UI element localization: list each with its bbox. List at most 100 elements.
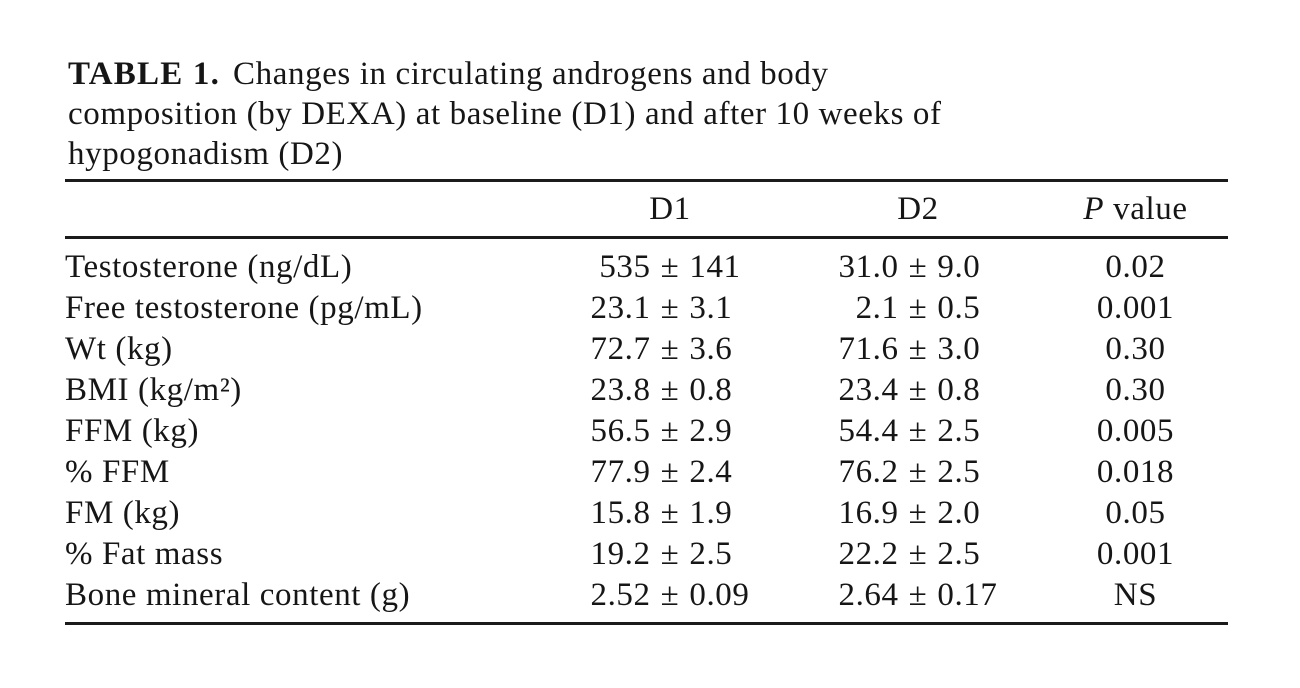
row-label: BMI (kg/m²) [65,372,242,408]
row-label: % Fat mass [65,536,224,572]
table-row: Testosterone (ng/dL) 535 ±141 31.0 ±9.0 0.… [65,247,1228,288]
d1-mean: 56.5 [590,413,651,449]
d1-sd: 1.9 [689,495,733,531]
table-body: Testosterone (ng/dL) 535 ±141 31.0 ±9.0 0.… [65,239,1228,622]
d2-mean: 76.2 [838,454,899,490]
d1-sd: 0.8 [689,372,733,408]
plus-minus-sign: ± [908,413,928,449]
p-value-cell: 0.05 [1105,495,1166,531]
plus-minus-sign: ± [908,372,928,408]
plus-minus-sign: ± [660,495,680,531]
d2-cell: 16.9 ±2.0 [793,493,1043,534]
d2-sd: 9.0 [937,249,981,285]
d1-mean: 23.8 [590,372,651,408]
d1-mean: 72.7 [590,331,651,367]
p-value-word: value [1113,190,1188,227]
plus-minus-sign: ± [660,536,680,572]
d2-sd: 2.5 [937,454,981,490]
d1-sd: 3.1 [689,290,733,326]
d1-cell: 535 ±141 [547,247,793,288]
plus-minus-sign: ± [660,454,680,490]
table-mid-rule [65,236,1228,239]
d2-sd: 0.5 [937,290,981,326]
row-label: Free testosterone (pg/mL) [65,290,423,326]
d1-mean: 535 [599,249,651,285]
d1-mean: 19.2 [590,536,651,572]
d2-mean: 2.64 [838,577,899,613]
p-symbol: P [1083,190,1105,227]
header-d1: D1 [649,190,691,227]
d1-mean: 77.9 [590,454,651,490]
d1-sd: 0.09 [689,577,750,613]
d1-sd: 2.9 [689,413,733,449]
row-label: % FFM [65,454,170,490]
table-row: Wt (kg) 72.7 ±3.6 71.6 ±3.0 0.30 [65,329,1228,370]
p-value-cell: 0.018 [1096,454,1175,490]
d2-cell: 54.4 ±2.5 [793,411,1043,452]
d2-cell: 31.0 ±9.0 [793,247,1043,288]
table-caption-number: TABLE 1. [68,56,221,92]
d2-mean: 22.2 [838,536,899,572]
d2-cell: 76.2 ±2.5 [793,452,1043,493]
caption-line-1: Changes in circulating androgens and bod… [233,56,829,92]
d2-cell: 22.2 ±2.5 [793,534,1043,575]
d2-mean: 16.9 [838,495,899,531]
d2-sd: 3.0 [937,331,981,367]
p-value-cell: 0.001 [1096,536,1175,572]
d2-sd: 2.5 [937,413,981,449]
d2-sd: 0.17 [937,577,998,613]
plus-minus-sign: ± [660,331,680,367]
row-label: Testosterone (ng/dL) [65,249,353,285]
plus-minus-sign: ± [908,331,928,367]
row-label: FM (kg) [65,495,181,531]
header-d2: D2 [897,190,939,227]
d1-cell: 2.52 ±0.09 [547,575,793,616]
d1-cell: 23.1 ±3.1 [547,288,793,329]
table-row: Bone mineral content (g) 2.52 ±0.09 2.64 ±… [65,575,1228,616]
d1-cell: 77.9 ±2.4 [547,452,793,493]
caption-line-3: hypogonadism (D2) [68,136,344,172]
plus-minus-sign: ± [908,536,928,572]
plus-minus-sign: ± [660,577,680,613]
d2-sd: 2.5 [937,536,981,572]
row-label: Bone mineral content (g) [65,577,411,613]
d2-cell: 23.4 ±0.8 [793,370,1043,411]
d2-mean: 71.6 [838,331,899,367]
row-label: Wt (kg) [65,331,173,367]
plus-minus-sign: ± [660,372,680,408]
d1-sd: 3.6 [689,331,733,367]
table-caption: TABLE 1. Changes in circulating androgens… [68,54,942,174]
d1-cell: 72.7 ±3.6 [547,329,793,370]
d2-mean: 31.0 [838,249,899,285]
d1-sd: 2.5 [689,536,733,572]
p-value-cell: 0.02 [1105,249,1166,285]
d2-cell: 2.1 ±0.5 [793,288,1043,329]
d1-sd: 141 [689,249,741,285]
p-value-cell: NS [1113,577,1158,613]
table-row: % FFM 77.9 ±2.4 76.2 ±2.5 0.018 [65,452,1228,493]
plus-minus-sign: ± [660,290,680,326]
d2-mean: 2.1 [855,290,899,326]
d2-mean: 23.4 [838,372,899,408]
d2-sd: 2.0 [937,495,981,531]
plus-minus-sign: ± [908,577,928,613]
plus-minus-sign: ± [908,290,928,326]
table-bottom-rule [65,622,1228,625]
table-row: FM (kg) 15.8 ±1.9 16.9 ±2.0 0.05 [65,493,1228,534]
plus-minus-sign: ± [908,249,928,285]
d1-sd: 2.4 [689,454,733,490]
d1-cell: 56.5 ±2.9 [547,411,793,452]
row-label: FFM (kg) [65,413,200,449]
d1-cell: 19.2 ±2.5 [547,534,793,575]
d2-mean: 54.4 [838,413,899,449]
d1-mean: 15.8 [590,495,651,531]
d1-cell: 23.8 ±0.8 [547,370,793,411]
plus-minus-sign: ± [660,249,680,285]
d1-cell: 15.8 ±1.9 [547,493,793,534]
plus-minus-sign: ± [660,413,680,449]
p-value-cell: 0.001 [1096,290,1175,326]
